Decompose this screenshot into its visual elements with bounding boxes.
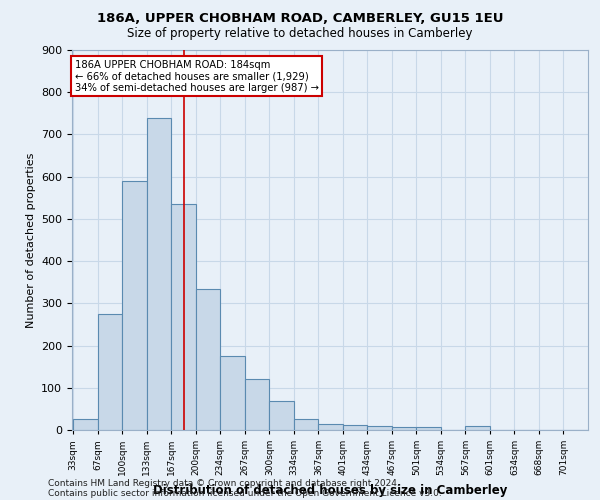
Bar: [220, 356, 245, 430]
Text: 186A, UPPER CHOBHAM ROAD, CAMBERLEY, GU15 1EU: 186A, UPPER CHOBHAM ROAD, CAMBERLEY, GU1…: [97, 12, 503, 26]
Text: 186A UPPER CHOBHAM ROAD: 184sqm
← 66% of detached houses are smaller (1,929)
34%: 186A UPPER CHOBHAM ROAD: 184sqm ← 66% of…: [74, 60, 319, 92]
Bar: [294, 420, 319, 430]
Bar: [269, 402, 294, 430]
Bar: [367, 426, 392, 430]
Bar: [319, 424, 343, 430]
Bar: [171, 204, 196, 430]
X-axis label: Distribution of detached houses by size in Camberley: Distribution of detached houses by size …: [153, 484, 507, 496]
Text: Contains HM Land Registry data © Crown copyright and database right 2024.: Contains HM Land Registry data © Crown c…: [48, 478, 400, 488]
Bar: [343, 424, 367, 430]
Bar: [122, 181, 147, 430]
Bar: [392, 426, 416, 430]
Bar: [73, 418, 98, 430]
Bar: [466, 426, 490, 430]
Bar: [245, 380, 269, 430]
Bar: [98, 314, 122, 430]
Y-axis label: Number of detached properties: Number of detached properties: [26, 152, 35, 328]
Bar: [196, 288, 220, 430]
Bar: [416, 426, 441, 430]
Bar: [147, 118, 171, 430]
Text: Size of property relative to detached houses in Camberley: Size of property relative to detached ho…: [127, 28, 473, 40]
Text: Contains public sector information licensed under the Open Government Licence v3: Contains public sector information licen…: [48, 488, 442, 498]
